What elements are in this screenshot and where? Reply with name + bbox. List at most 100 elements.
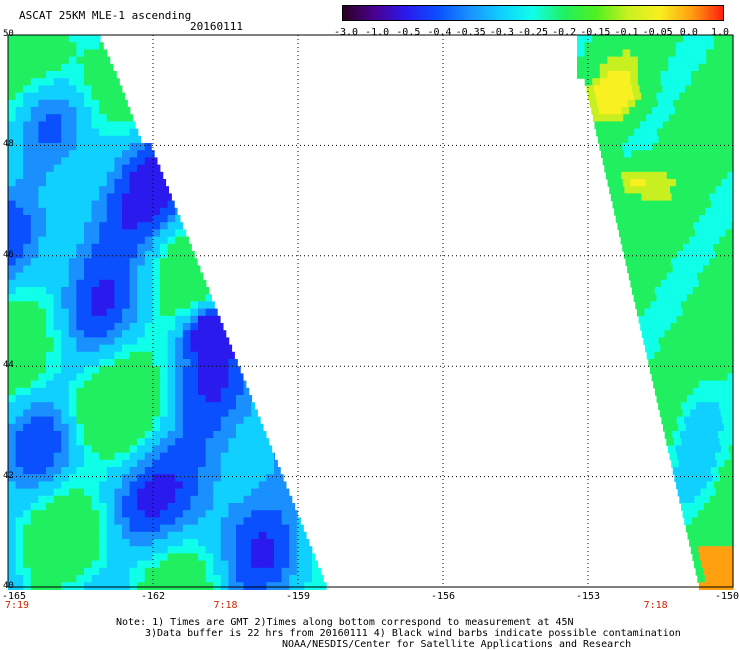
- data-cell: [68, 344, 77, 353]
- data-cell: [698, 78, 707, 86]
- data-cell: [76, 150, 85, 158]
- data-cell: [99, 150, 108, 158]
- data-cell: [730, 553, 734, 562]
- data-cell: [182, 409, 191, 418]
- data-cell: [715, 351, 724, 360]
- data-cell: [653, 215, 662, 223]
- data-cell: [678, 121, 687, 130]
- data-cell: [665, 200, 674, 209]
- data-cell: [677, 150, 686, 158]
- data-cell: [304, 553, 313, 562]
- data-cell: [76, 431, 85, 439]
- data-cell: [274, 467, 281, 475]
- data-cell: [76, 99, 85, 108]
- data-cell: [46, 186, 55, 194]
- data-cell: [721, 42, 730, 50]
- data-cell: [175, 517, 184, 526]
- data-cell: [15, 337, 24, 346]
- colorbar-tick-label: 0.0: [679, 27, 698, 38]
- data-cell: [30, 215, 39, 223]
- data-cell: [144, 503, 153, 511]
- data-cell: [652, 308, 661, 317]
- data-cell: [696, 200, 705, 209]
- data-cell: [274, 524, 283, 533]
- data-cell: [671, 294, 680, 302]
- data-cell: [665, 402, 674, 410]
- data-cell: [99, 387, 108, 396]
- data-cell: [175, 531, 184, 540]
- data-cell: [720, 107, 729, 115]
- data-cell: [46, 575, 55, 583]
- data-cell: [251, 474, 260, 482]
- data-cell: [182, 258, 191, 266]
- data-cell: [722, 351, 731, 360]
- data-cell: [15, 200, 24, 209]
- data-cell: [137, 222, 146, 230]
- data-cell: [182, 395, 191, 403]
- data-cell: [636, 207, 646, 216]
- data-cell: [84, 287, 93, 295]
- data-cell: [220, 567, 229, 576]
- data-cell: [729, 78, 734, 86]
- data-cell: [30, 35, 39, 43]
- data-cell: [213, 380, 222, 389]
- data-cell: [15, 135, 24, 144]
- data-cell: [122, 423, 131, 432]
- data-cell: [266, 582, 275, 590]
- data-cell: [692, 387, 702, 396]
- data-cell: [696, 99, 705, 108]
- data-cell: [99, 215, 108, 223]
- data-cell: [673, 236, 682, 245]
- data-cell: [91, 222, 100, 230]
- data-cell: [695, 567, 704, 576]
- data-cell: [129, 531, 138, 540]
- data-cell: [611, 164, 621, 173]
- data-cell: [137, 265, 146, 274]
- data-cell: [38, 517, 47, 526]
- data-cell: [653, 56, 662, 65]
- data-cell: [663, 157, 672, 166]
- data-cell: [8, 567, 17, 576]
- data-cell: [53, 380, 62, 389]
- data-cell: [681, 236, 690, 245]
- data-cell: [606, 107, 615, 115]
- data-cell: [106, 330, 115, 338]
- data-cell: [670, 222, 679, 230]
- data-cell: [728, 445, 734, 454]
- data-cell: [653, 49, 662, 58]
- data-cell: [38, 215, 47, 223]
- data-cell: [106, 128, 115, 137]
- data-cell: [727, 171, 734, 180]
- data-cell: [683, 179, 692, 187]
- data-cell: [652, 107, 661, 115]
- data-cell: [160, 222, 169, 230]
- data-cell: [144, 560, 153, 569]
- data-cell: [281, 546, 290, 554]
- data-cell: [258, 495, 267, 504]
- data-cell: [673, 337, 683, 346]
- data-cell: [236, 539, 245, 547]
- data-cell: [8, 308, 17, 317]
- data-cell: [30, 567, 39, 576]
- data-cell: [220, 575, 229, 583]
- data-cell: [220, 560, 229, 569]
- data-cell: [23, 395, 32, 403]
- data-cell: [727, 135, 734, 144]
- data-cell: [695, 431, 704, 439]
- data-cell: [615, 179, 624, 187]
- data-cell: [707, 452, 716, 461]
- data-cell: [175, 366, 184, 374]
- data-cell: [686, 193, 695, 202]
- data-cell: [144, 488, 153, 497]
- data-cell: [129, 171, 138, 180]
- data-cell: [61, 387, 70, 396]
- data-cell: [76, 200, 85, 209]
- data-cell: [624, 186, 633, 194]
- data-cell: [144, 416, 153, 425]
- data-cell: [709, 459, 718, 468]
- data-cell: [660, 56, 669, 65]
- data-cell: [703, 99, 712, 108]
- data-cell: [68, 337, 77, 346]
- data-cell: [30, 582, 39, 590]
- data-cell: [720, 510, 729, 518]
